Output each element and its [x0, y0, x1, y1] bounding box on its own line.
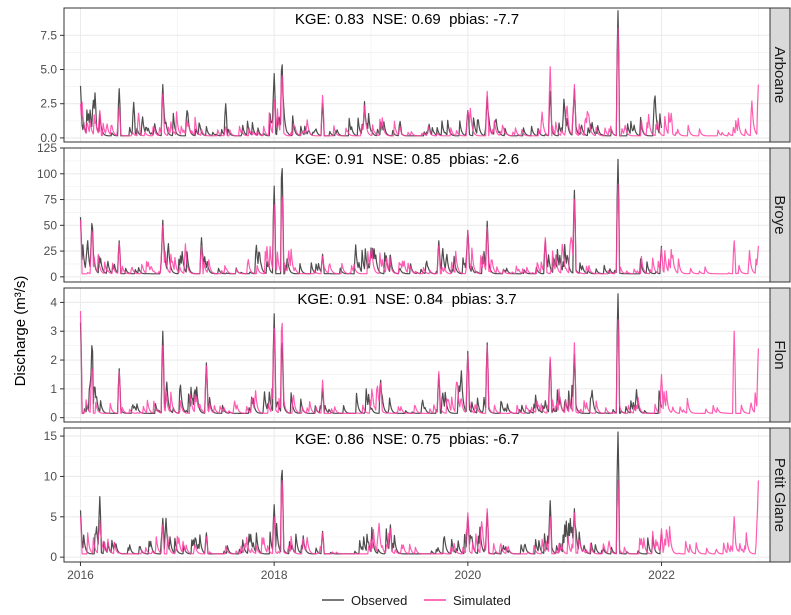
y-tick-label: 7.5 [40, 28, 57, 42]
facet-strip-label: Flon [771, 340, 788, 369]
facet-strip [769, 287, 791, 423]
panel-flon: 0 1 2 3 4 Flon KGE: 0.91 NSE: 0.84 pbias: 3.7 [50, 287, 791, 425]
y-tick-label: 5 [50, 510, 57, 524]
y-tick-label: 0 [50, 550, 57, 564]
y-tick-label: 15 [44, 429, 58, 443]
x-tick-label: 2020 [454, 568, 481, 582]
legend: Observed Simulated [322, 593, 511, 608]
y-tick-label: 4 [50, 295, 57, 309]
panel-metrics-annotation: KGE: 0.83 NSE: 0.69 pbias: -7.7 [295, 11, 519, 28]
legend-observed-label: Observed [351, 593, 407, 608]
y-tick-label: 1 [50, 382, 57, 396]
simulated-series-line [79, 311, 759, 414]
observed-series-line [79, 431, 663, 555]
x-tick-label: 2016 [67, 568, 94, 582]
y-tick-label: 5.0 [40, 63, 57, 77]
y-tick-label: 0 [50, 270, 57, 284]
y-tick-label: 2 [50, 353, 57, 367]
y-tick-label: 2.5 [40, 97, 57, 111]
x-tick-label: 2018 [261, 568, 288, 582]
panel-broye: 0 25 50 75 100 125 Broye KGE: 0.91 NSE: 0.85 pb… [37, 141, 791, 284]
panels: 0.0 2.5 5.0 7.5 Arboane KGE: 0.83 NSE: 0.69 p… [37, 7, 791, 582]
facet-strip-label: Arboane [771, 47, 788, 104]
panel-metrics-annotation: KGE: 0.91 NSE: 0.84 pbias: 3.7 [297, 291, 516, 308]
simulated-series-line [79, 183, 759, 275]
y-tick-label: 100 [37, 167, 57, 181]
simulated-series-line [79, 27, 759, 137]
facet-strip-label: Broye [771, 195, 788, 234]
observed-series-line [79, 158, 663, 275]
observed-series-line [79, 10, 663, 137]
panel-petit-glane: 0 5 10 15 Petit Glane KGE: 0.86 NSE: 0.75 pbi… [44, 427, 791, 582]
y-tick-label: 10 [44, 469, 58, 483]
y-tick-label: 3 [50, 324, 57, 338]
y-tick-label: 25 [44, 244, 58, 258]
facet-strip [769, 147, 791, 283]
y-tick-label: 0 [50, 411, 57, 425]
facet-strip [769, 7, 791, 143]
y-tick-label: 50 [44, 218, 58, 232]
y-axis-label: Discharge (m³/s) [12, 276, 29, 387]
y-tick-label: 0.0 [40, 131, 57, 145]
panel-metrics-annotation: KGE: 0.91 NSE: 0.85 pbias: -2.6 [295, 151, 519, 168]
panel-metrics-annotation: KGE: 0.86 NSE: 0.75 pbias: -6.7 [295, 431, 519, 448]
simulated-series-line [79, 479, 759, 555]
legend-simulated-label: Simulated [453, 593, 511, 608]
panel-background [64, 8, 770, 142]
y-tick-label: 125 [37, 141, 57, 155]
facet-strip [769, 427, 791, 563]
y-tick-label: 75 [44, 193, 58, 207]
panel-arboane: 0.0 2.5 5.0 7.5 Arboane KGE: 0.83 NSE: 0.69 p… [40, 7, 791, 145]
facet-strip-label: Petit Glane [771, 458, 788, 532]
x-tick-label: 2022 [648, 568, 675, 582]
